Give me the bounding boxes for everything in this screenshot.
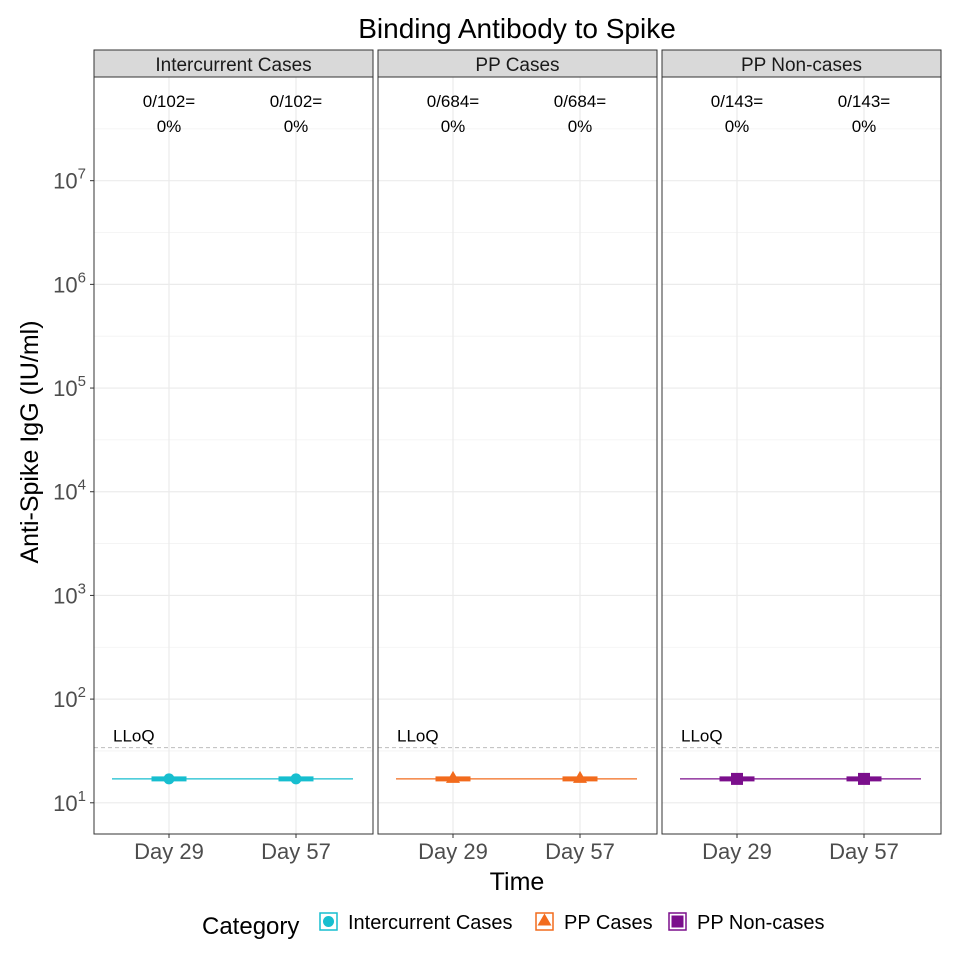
legend-key-pp-non-cases [668,912,687,931]
response-rate-line1: 0/684= [427,92,480,111]
square-icon [671,915,684,928]
response-rate-line2: 0% [725,117,750,136]
panel-background [662,77,941,834]
legend-key-pp-cases [535,912,554,931]
y-axis: 101 102 103 104 105 106 107 [53,166,94,816]
median-point-day-29 [163,773,175,785]
response-rate-line1: 0/143= [838,92,891,111]
y-tick-label: 106 [53,269,86,297]
y-tick-label: 104 [53,477,86,505]
response-rate-line1: 0/102= [270,92,323,111]
lloq-label: LLoQ [681,727,723,746]
y-axis-title: Anti-Spike IgG (IU/ml) [16,320,44,563]
facet-strip [93,49,374,78]
x-tick-label: Day 57 [545,839,615,864]
legend-title: Category [202,913,299,940]
facet-strip-label: PP Non-cases [741,55,862,76]
median-point-day-57 [290,773,302,785]
x-tick-label: Day 29 [702,839,772,864]
facet-strip-label: Intercurrent Cases [155,55,311,76]
y-tick-label: 105 [53,373,86,401]
facet-panel-2: LLoQ 0/684= 0% 0/684= 0% PP Cases [377,49,658,835]
legend-label: PP Cases [564,912,653,934]
circle-icon [323,916,334,927]
facet-strip [661,49,942,78]
facet-strip-label: PP Cases [475,55,559,76]
median-point-day-57 [573,770,587,783]
median-point-day-29 [731,772,743,785]
facet-strip [377,49,658,78]
x-tick-label: Day 57 [261,839,331,864]
panel-background [378,77,657,834]
y-tick-label: 103 [53,580,86,608]
response-rate-line1: 0/684= [554,92,607,111]
response-rate-line1: 0/143= [711,92,764,111]
response-rate-line2: 0% [852,117,877,136]
chart-title: Binding Antibody to Spike [358,13,676,44]
response-rate-line2: 0% [284,117,309,136]
x-axis: Day 29 Day 57 Day 29 Day 57 Day 29 Day 57 [134,834,899,864]
panel-background [94,77,373,834]
lloq-label: LLoQ [113,727,155,746]
median-point-day-29 [446,770,460,783]
facet-panel-3: LLoQ 0/143= 0% 0/143= 0% PP Non-cases [661,49,942,835]
response-rate-line1: 0/102= [143,92,196,111]
y-tick-label: 102 [53,684,86,712]
legend-key-intercurrent-cases [319,912,338,931]
response-rate-line2: 0% [568,117,593,136]
y-tick-label: 101 [53,788,86,816]
x-tick-label: Day 29 [418,839,488,864]
response-rate-line2: 0% [441,117,466,136]
lloq-label: LLoQ [397,727,439,746]
legend-label: Intercurrent Cases [348,912,513,934]
median-point-day-57 [858,772,870,785]
x-tick-label: Day 57 [829,839,899,864]
triangle-icon [537,913,552,926]
x-axis-title: Time [490,868,545,896]
legend: Category Intercurrent Cases PP Cases PP Non… [202,912,824,940]
response-rate-line2: 0% [157,117,182,136]
y-tick-label: 107 [53,166,86,194]
x-tick-label: Day 29 [134,839,204,864]
facet-panel-1: LLoQ 0/102= 0% 0/102= 0% Intercurrent Cases [93,49,374,835]
legend-label: PP Non-cases [697,912,824,934]
